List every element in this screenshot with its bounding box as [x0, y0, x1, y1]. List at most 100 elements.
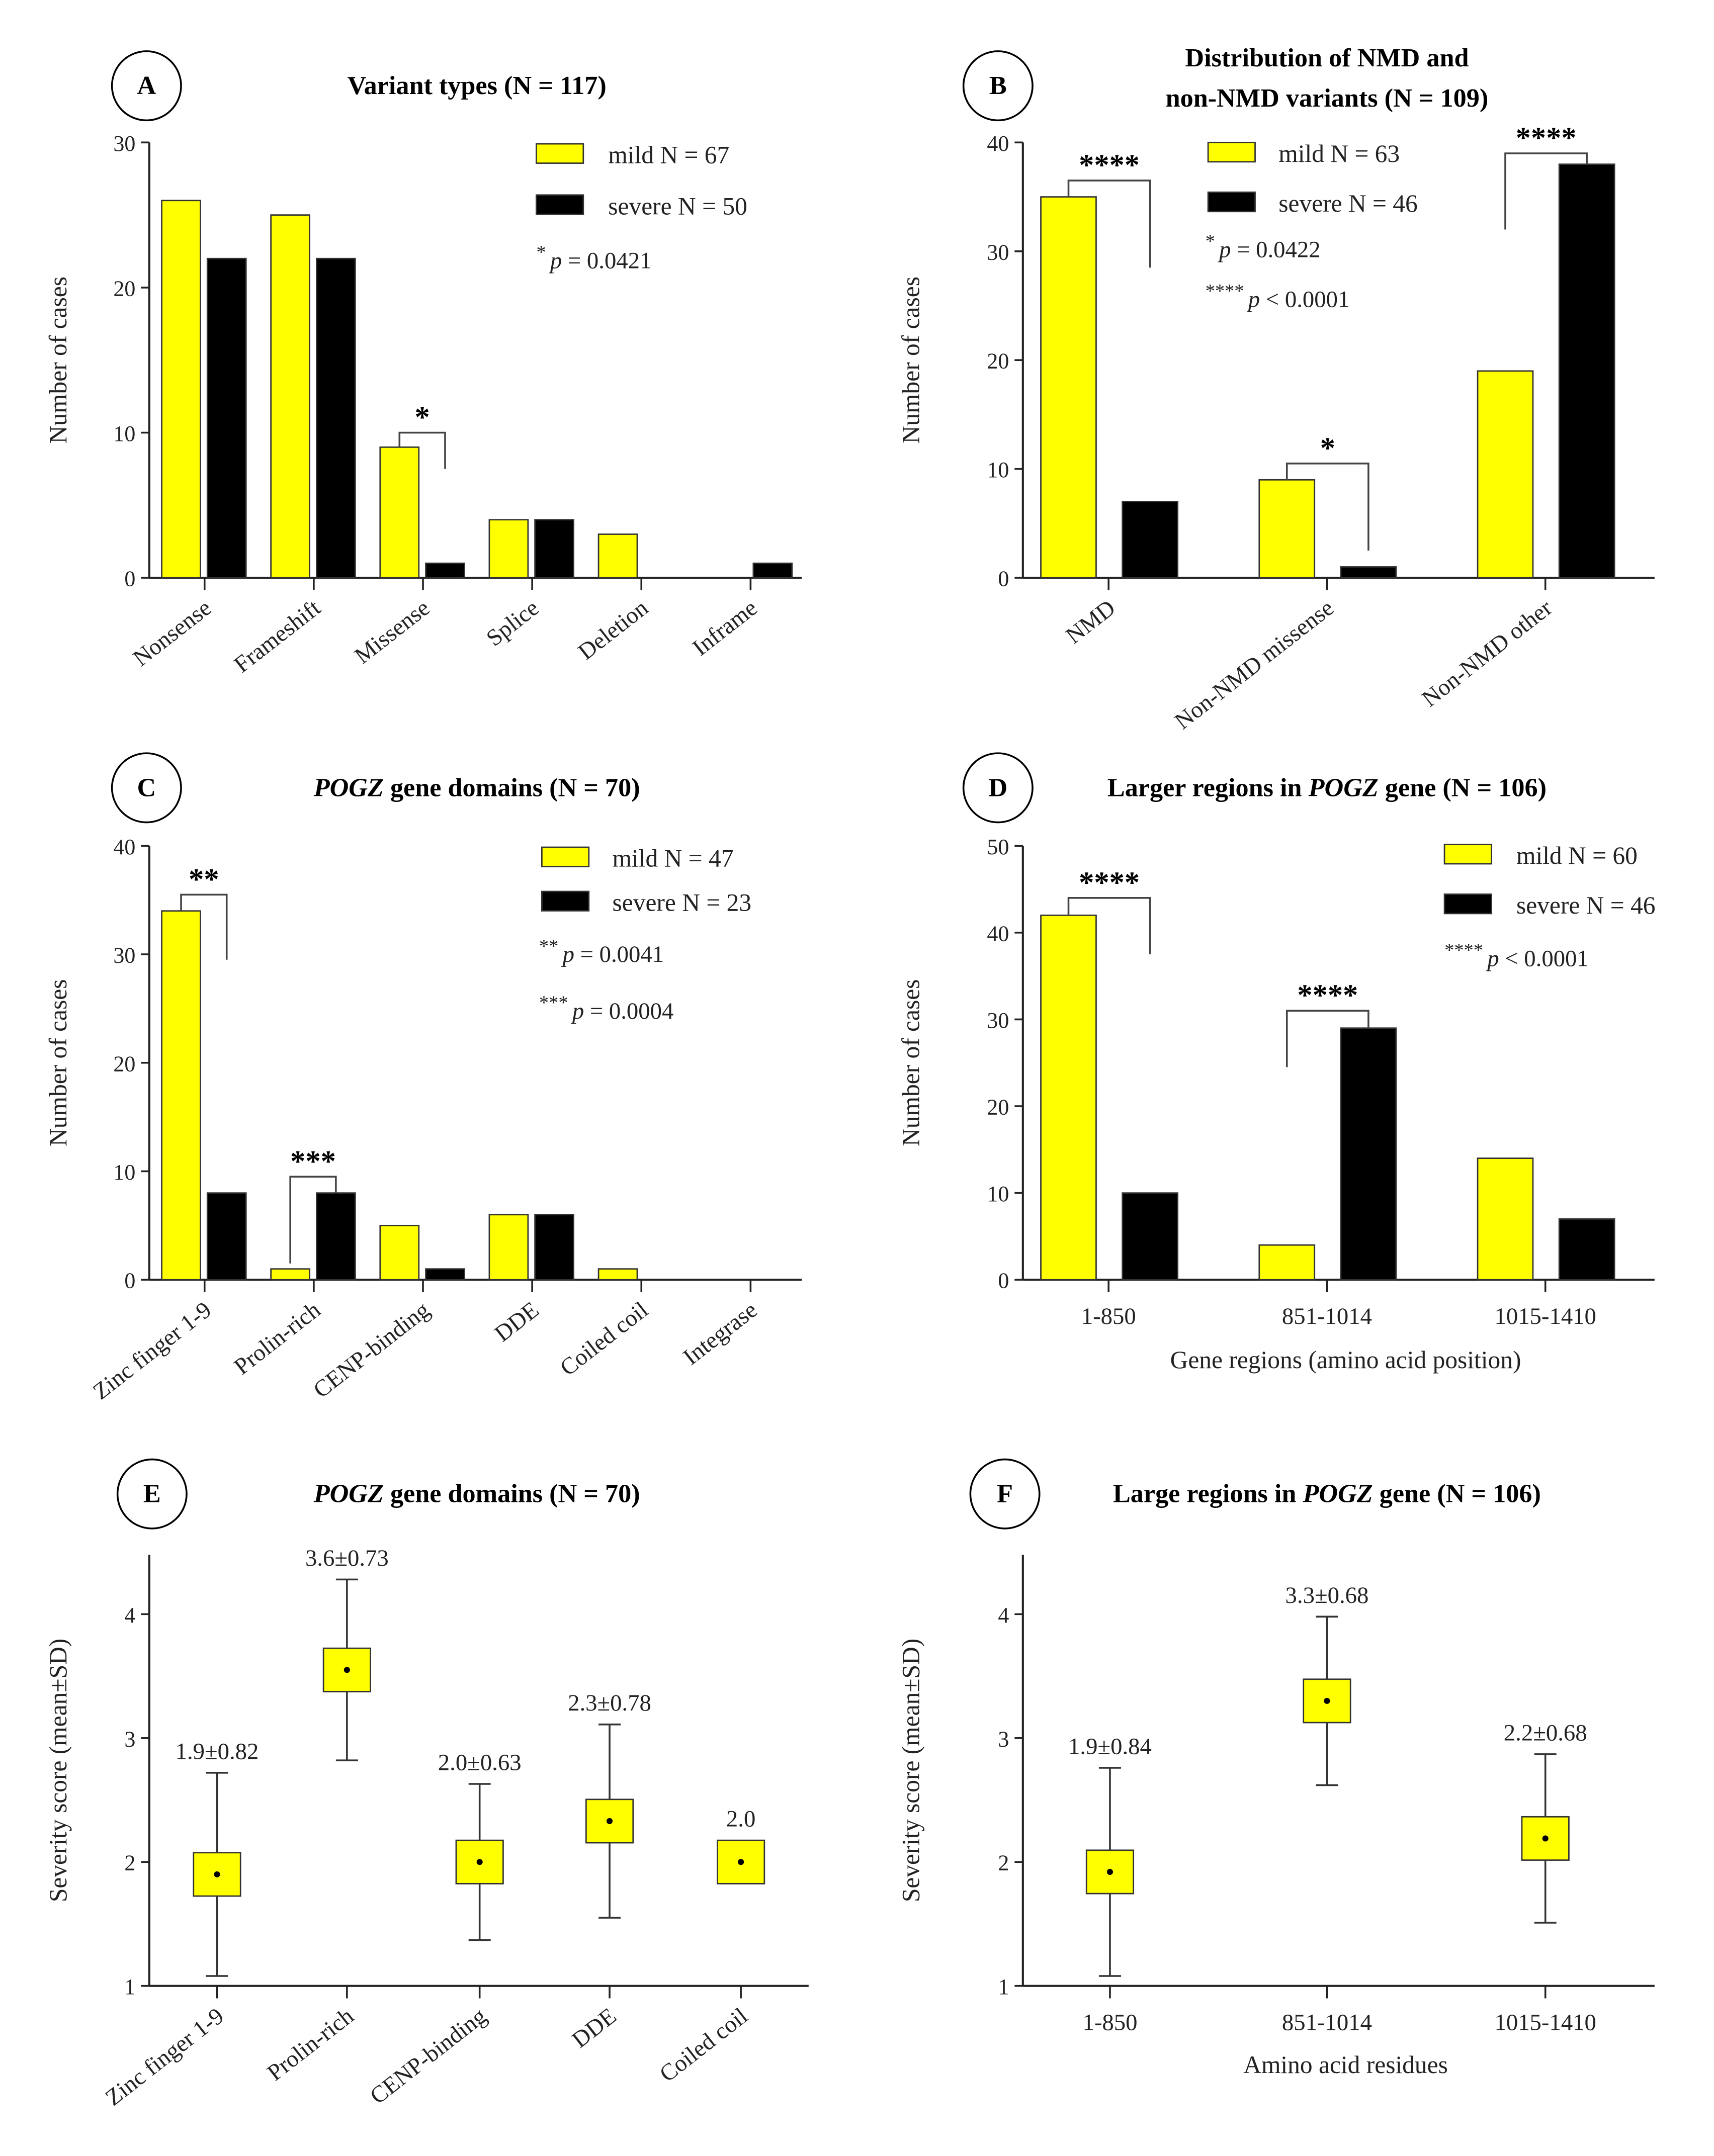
x-tick-label: Nonsense	[128, 595, 216, 672]
y-tick-label: 0	[998, 1269, 1009, 1293]
y-tick-label: 0	[124, 1269, 135, 1293]
legend-swatch-severe	[1443, 893, 1492, 915]
panel-title: Distribution of NMD and	[1185, 43, 1469, 72]
panel-d: D Larger regions in POGZ gene (N = 106) 0 1…	[897, 752, 1656, 1374]
x-tick-label: Prolin-rich	[229, 1297, 326, 1380]
significance-bracket	[1504, 152, 1588, 230]
y-tick-label: 30	[987, 1008, 1009, 1033]
panel-label: C	[137, 773, 156, 802]
y-tick-label: 20	[113, 276, 135, 301]
y-tick-label: 0	[998, 567, 1009, 591]
x-tick-label: CENP-binding	[308, 1297, 435, 1403]
y-tick-label: 50	[987, 835, 1009, 859]
bar-severe	[425, 1268, 465, 1281]
p-value-stars: **	[539, 936, 558, 957]
y-tick-label: 20	[987, 1095, 1009, 1120]
legend-label-mild: mild N = 47	[613, 844, 734, 872]
x-tick-label: Zinc finger 1-9	[101, 2003, 229, 2111]
mean-point	[476, 1859, 483, 1865]
p-value-stars: ****	[1206, 281, 1244, 302]
panel-label: B	[989, 71, 1007, 100]
significance-stars: *	[1320, 431, 1335, 465]
bar-mild	[161, 910, 201, 1281]
p-value-stars: ****	[1444, 940, 1483, 961]
bar-mild	[161, 200, 201, 579]
y-tick-label: 3	[124, 1727, 135, 1751]
panel-title-segment: Larger regions in	[1107, 773, 1309, 802]
mean-point	[606, 1818, 613, 1824]
bar-mild	[1258, 1244, 1316, 1281]
legend-swatch-mild	[536, 143, 584, 164]
bar-severe	[534, 1214, 574, 1281]
panel-b: B Distribution of NMD and non-NMD variants…	[897, 43, 1655, 735]
bar-severe	[206, 257, 247, 579]
legend-label-severe: severe N = 46	[1516, 891, 1656, 919]
p-value-text: = 0.0421	[562, 247, 651, 274]
x-tick-label: Deletion	[573, 595, 653, 665]
x-tick-label: Prolin-rich	[263, 2003, 359, 2086]
panel-title-segment: Distribution of NMD and	[1185, 43, 1469, 72]
x-tick-label: Frameshift	[229, 595, 326, 678]
panel-label-circle	[116, 1458, 188, 1530]
x-tick-label: Non-NMD missense	[1170, 595, 1339, 735]
p-value-annotation: **** p < 0.0001	[1206, 281, 1350, 312]
panel-label-circle	[969, 1458, 1041, 1530]
x-tick-label: Non-NMD other	[1417, 594, 1558, 712]
panel-title: Large regions in POGZ gene (N = 106)	[1113, 1479, 1541, 1508]
mean-sd-label: 2.2±0.68	[1504, 1720, 1587, 1746]
panel-label-circle	[111, 752, 182, 824]
y-tick-label: 4	[124, 1603, 135, 1628]
legend-swatch-severe	[541, 890, 590, 912]
significance-bracket	[180, 893, 228, 960]
x-tick-label: Integrase	[678, 1297, 762, 1370]
y-tick-label: 40	[113, 835, 135, 859]
bar-severe	[1558, 1218, 1615, 1281]
panel-title: POGZ gene domains (N = 70)	[313, 773, 640, 802]
y-tick-label: 3	[998, 1727, 1009, 1751]
panel-title-segment: gene (N = 106)	[1379, 773, 1547, 802]
y-tick-label: 20	[987, 349, 1009, 374]
panel-title-segment: non-NMD variants (N = 109)	[1166, 83, 1489, 113]
y-axis-label: Number of cases	[897, 277, 925, 443]
p-value-annotation: *** p = 0.0004	[539, 993, 673, 1024]
significance-stars: ****	[1079, 148, 1140, 182]
y-tick-label: 4	[998, 1603, 1009, 1628]
panel-a: A Variant types (N = 117) 0 10 20 30 Number of…	[44, 50, 802, 678]
legend-label-mild: mild N = 67	[608, 141, 729, 169]
significance-bracket	[1067, 897, 1151, 955]
bar-mild	[1040, 196, 1097, 579]
y-tick-label: 40	[987, 131, 1009, 156]
panel-title-segment: gene domains (N = 70)	[384, 773, 640, 802]
bar-severe	[316, 1192, 356, 1281]
y-tick-label: 30	[113, 943, 135, 968]
panel-label: F	[997, 1479, 1013, 1508]
panel-title: Larger regions in POGZ gene (N = 106)	[1107, 773, 1547, 802]
p-value-annotation: ** p = 0.0041	[539, 936, 664, 967]
panel-title: POGZ gene domains (N = 70)	[313, 1479, 640, 1508]
mean-point	[214, 1871, 220, 1877]
bar-severe	[1340, 1027, 1397, 1281]
panel-title-segment: gene (N = 106)	[1373, 1479, 1541, 1508]
mean-sd-label: 2.3±0.78	[568, 1690, 651, 1716]
x-tick-label: DDE	[490, 1297, 544, 1347]
significance-bracket	[289, 1176, 337, 1264]
p-value-text: = 0.0422	[1231, 236, 1320, 262]
mean-sd-label: 1.9±0.84	[1068, 1733, 1152, 1759]
bar-mild	[379, 446, 420, 579]
p-value-annotation: * p = 0.0421	[536, 242, 651, 274]
panel-title-segment: POGZ	[313, 773, 384, 802]
bar-mild	[270, 1268, 311, 1281]
panel-title-segment: POGZ	[1303, 1479, 1373, 1508]
p-value-stars: *	[536, 242, 546, 263]
bar-severe	[206, 1192, 247, 1281]
legend-swatch-mild	[1443, 844, 1492, 865]
significance-bracket	[1067, 179, 1151, 268]
x-tick-label: 851-1014	[1282, 1303, 1372, 1329]
y-tick-label: 1	[124, 1974, 135, 1999]
y-tick-label: 2	[998, 1851, 1009, 1875]
mean-point	[1324, 1697, 1330, 1704]
legend-swatch-mild	[1207, 141, 1256, 163]
legend-swatch-severe	[1207, 191, 1256, 213]
y-tick-label: 1	[998, 1974, 1009, 1999]
